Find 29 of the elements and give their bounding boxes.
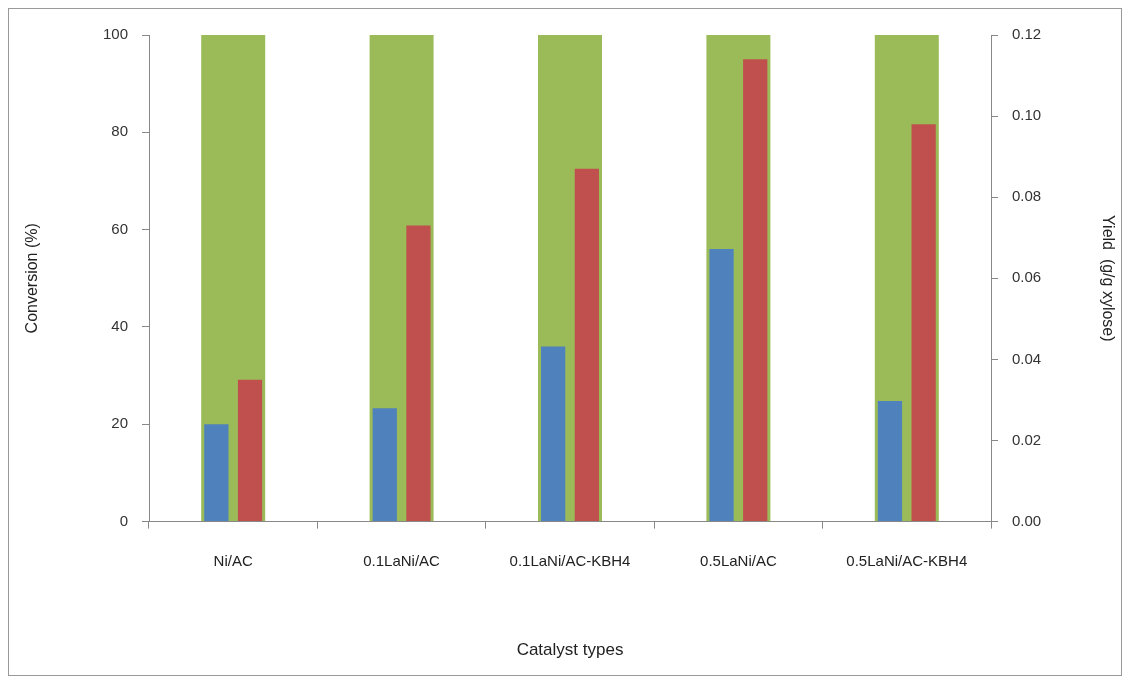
y-tick-label: 80: [111, 122, 128, 140]
bar: [541, 346, 566, 522]
x-tick-label: Ni/AC: [213, 551, 253, 569]
bar: [237, 379, 263, 522]
x-tick-label: 0.5LaNi/AC: [700, 551, 777, 569]
bar: [574, 168, 599, 522]
x-tick-label: 0.1LaNi/AC-KBH4: [509, 551, 631, 569]
x-tick-label: 0.1LaNi/AC: [363, 551, 441, 569]
y-tick-label: 60: [111, 219, 128, 237]
y-tick-label: 40: [111, 317, 128, 335]
y-tick-label: 20: [111, 414, 128, 432]
y2-axis-title: Yield (g/g xylose): [1099, 215, 1117, 342]
y-tick-label: 0: [119, 511, 128, 529]
bar: [877, 400, 903, 522]
x-tick-label: 0.5LaNi/AC-KBH4: [846, 551, 968, 569]
y2-tick-label: 0.12: [1012, 25, 1042, 43]
bar: [709, 249, 734, 522]
y2-tick-label: 0.02: [1012, 430, 1042, 448]
bar: [204, 424, 229, 522]
y2-tick-label: 0.04: [1012, 349, 1042, 367]
y2-tick-label: 0.00: [1012, 511, 1042, 529]
x-axis-title: Catalyst types: [516, 640, 624, 660]
y2-tick-label: 0.06: [1012, 268, 1042, 286]
bar: [406, 225, 431, 522]
bar: [372, 408, 397, 522]
y-tick-label: 100: [102, 25, 128, 43]
y-axis-title: Conversion (%): [23, 223, 41, 334]
y2-tick-label: 0.10: [1012, 106, 1042, 124]
y2-tick-label: 0.08: [1012, 187, 1042, 205]
